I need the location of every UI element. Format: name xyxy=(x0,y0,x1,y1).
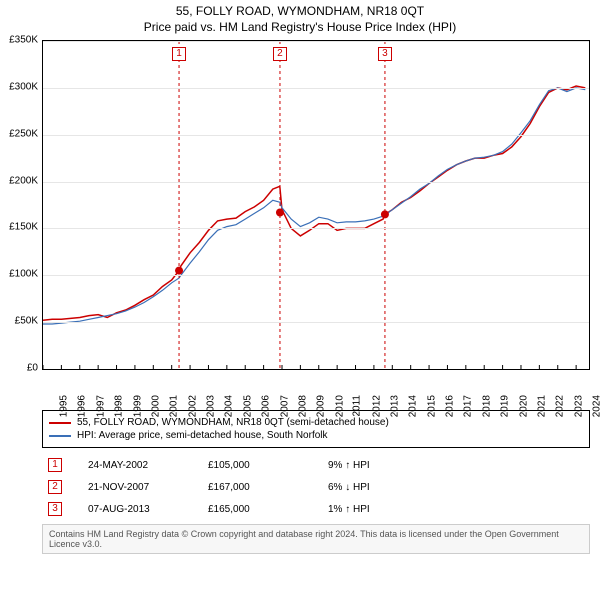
x-tick-label: 1999 xyxy=(132,395,143,417)
event-marker-box-1: 1 xyxy=(172,47,186,61)
series-property xyxy=(43,86,585,320)
y-tick-label: £150K xyxy=(0,222,38,233)
x-tick-label: 2011 xyxy=(352,395,363,417)
x-tick-label: 2022 xyxy=(555,395,566,417)
series-hpi xyxy=(43,88,585,324)
y-gridline xyxy=(43,41,589,42)
x-tick-label: 2008 xyxy=(297,395,308,417)
chart-title: 55, FOLLY ROAD, WYMONDHAM, NR18 0QT xyxy=(0,4,600,18)
x-tick-label: 1996 xyxy=(77,395,88,417)
legend-label: HPI: Average price, semi-detached house,… xyxy=(77,430,328,441)
x-tick-label: 2006 xyxy=(260,395,271,417)
x-axis-ticks: 1995199619971998199920002001200220032004… xyxy=(42,370,590,406)
x-tick-label: 2004 xyxy=(224,395,235,417)
y-tick-label: £350K xyxy=(0,35,38,46)
x-tick-label: 2018 xyxy=(481,395,492,417)
event-dot-1 xyxy=(175,267,183,275)
y-tick-label: £0 xyxy=(0,363,38,374)
x-tick-label: 1995 xyxy=(58,395,69,417)
event-dot-2 xyxy=(276,208,284,216)
x-tick-label: 2014 xyxy=(408,395,419,417)
chart-subtitle: Price paid vs. HM Land Registry's House … xyxy=(0,20,600,34)
legend-swatch xyxy=(49,435,71,437)
event-row-date: 21-NOV-2007 xyxy=(82,476,202,498)
events-table: 1 24-MAY-2002£105,0009% ↑ HPI 2 21-NOV-2007… xyxy=(42,454,590,520)
event-row: 3 07-AUG-2013£165,0001% ↑ HPI xyxy=(42,498,590,520)
x-tick-label: 2020 xyxy=(518,395,529,417)
x-tick-label: 2005 xyxy=(242,395,253,417)
x-tick-label: 2024 xyxy=(591,395,600,417)
attribution-text: Contains HM Land Registry data © Crown c… xyxy=(42,524,590,554)
x-tick-label: 2013 xyxy=(389,395,400,417)
plot-area: 1 2 3 xyxy=(42,40,590,370)
x-tick-label: 2023 xyxy=(573,395,584,417)
y-tick-label: £200K xyxy=(0,175,38,186)
event-row: 2 21-NOV-2007£167,0006% ↓ HPI xyxy=(42,476,590,498)
event-row-diff: 9% ↑ HPI xyxy=(322,454,590,476)
x-tick-label: 2017 xyxy=(463,395,474,417)
x-tick-label: 2000 xyxy=(150,395,161,417)
plot-svg xyxy=(43,41,589,369)
y-tick-label: £100K xyxy=(0,269,38,280)
x-tick-label: 2002 xyxy=(187,395,198,417)
event-row-marker: 2 xyxy=(48,480,62,494)
event-row-date: 24-MAY-2002 xyxy=(82,454,202,476)
x-tick-label: 2016 xyxy=(444,395,455,417)
y-gridline xyxy=(43,275,589,276)
x-tick-label: 2019 xyxy=(499,395,510,417)
y-gridline xyxy=(43,228,589,229)
x-tick-label: 2021 xyxy=(536,395,547,417)
event-row-marker: 1 xyxy=(48,458,62,472)
x-tick-label: 2012 xyxy=(371,395,382,417)
y-tick-label: £300K xyxy=(0,81,38,92)
y-tick-label: £250K xyxy=(0,128,38,139)
x-tick-label: 1998 xyxy=(113,395,124,417)
event-row-date: 07-AUG-2013 xyxy=(82,498,202,520)
legend-row: HPI: Average price, semi-detached house,… xyxy=(49,430,583,441)
event-row-price: £165,000 xyxy=(202,498,322,520)
event-marker-box-2: 2 xyxy=(273,47,287,61)
plot-wrapper: 123 199519961997199819992000200120022003… xyxy=(42,40,590,370)
y-gridline xyxy=(43,135,589,136)
event-row-marker: 3 xyxy=(48,502,62,516)
y-gridline xyxy=(43,88,589,89)
x-tick-label: 2001 xyxy=(169,395,180,417)
x-tick-label: 2009 xyxy=(316,395,327,417)
x-tick-label: 1997 xyxy=(95,395,106,417)
event-row-diff: 6% ↓ HPI xyxy=(322,476,590,498)
event-row: 1 24-MAY-2002£105,0009% ↑ HPI xyxy=(42,454,590,476)
x-tick-label: 2015 xyxy=(426,395,437,417)
y-tick-label: £50K xyxy=(0,316,38,327)
event-dot-3 xyxy=(381,210,389,218)
x-tick-label: 2003 xyxy=(205,395,216,417)
legend-row: 55, FOLLY ROAD, WYMONDHAM, NR18 0QT (sem… xyxy=(49,417,583,428)
legend-swatch xyxy=(49,422,71,424)
event-row-price: £105,000 xyxy=(202,454,322,476)
event-marker-box-3: 3 xyxy=(378,47,392,61)
y-gridline xyxy=(43,182,589,183)
event-row-price: £167,000 xyxy=(202,476,322,498)
y-gridline xyxy=(43,322,589,323)
x-tick-label: 2007 xyxy=(279,395,290,417)
x-tick-label: 2010 xyxy=(334,395,345,417)
event-row-diff: 1% ↑ HPI xyxy=(322,498,590,520)
legend-label: 55, FOLLY ROAD, WYMONDHAM, NR18 0QT (sem… xyxy=(77,417,389,428)
